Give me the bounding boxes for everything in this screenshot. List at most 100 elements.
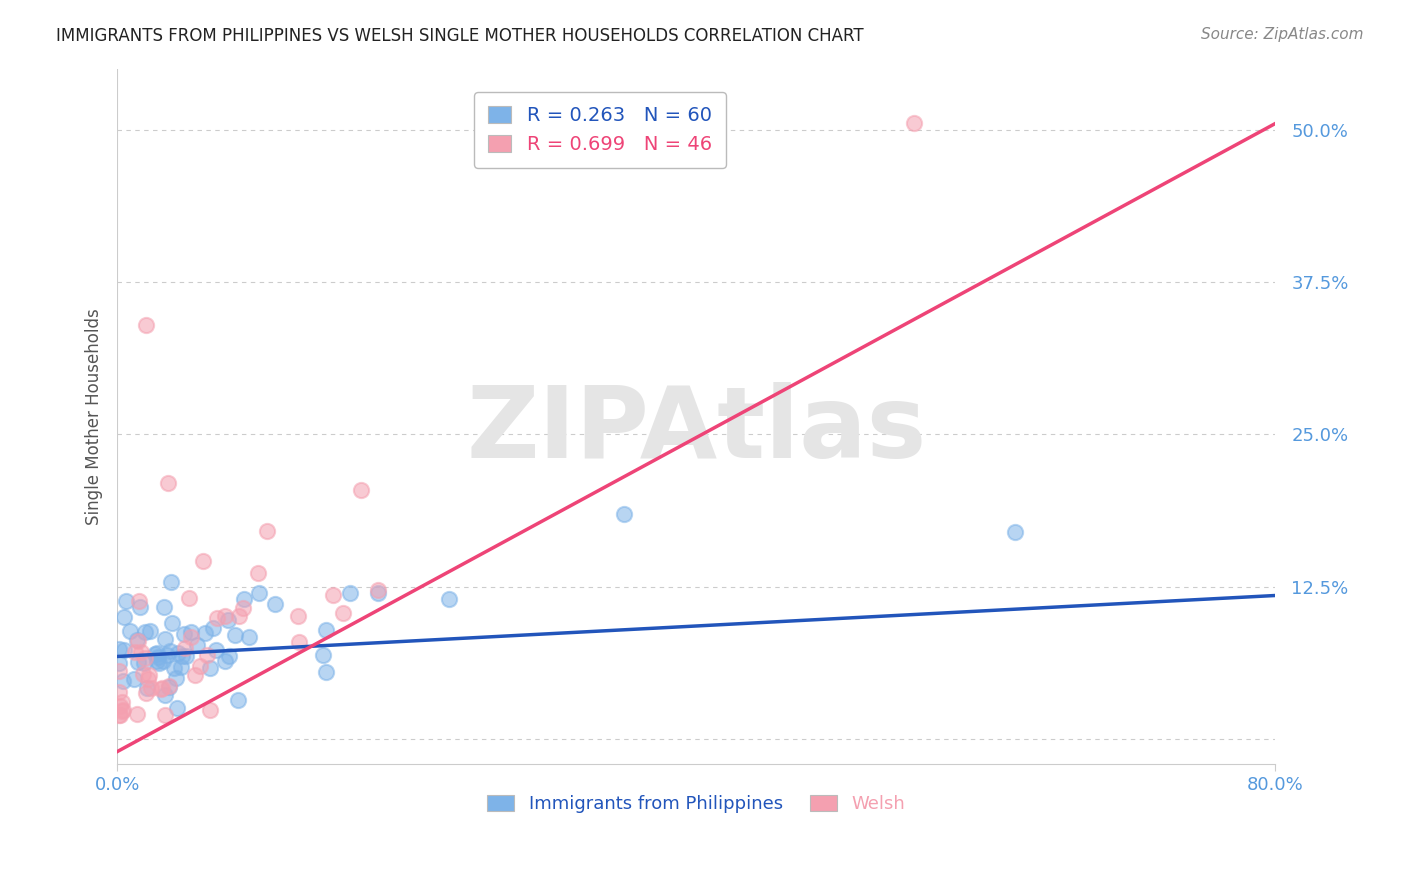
Point: [159, 680, 181, 694]
Point: [180, 625, 202, 640]
Point: [108, 656, 131, 670]
Text: ZIPAtlas: ZIPAtlas: [467, 382, 927, 479]
Point: [114, 594, 136, 608]
Point: [146, 650, 169, 665]
Point: [183, 668, 205, 682]
Point: [148, 656, 170, 670]
Text: IMMIGRANTS FROM PHILIPPINES VS WELSH SINGLE MOTHER HOUSEHOLDS CORRELATION CHART: IMMIGRANTS FROM PHILIPPINES VS WELSH SIN…: [56, 27, 863, 45]
Point: [214, 654, 236, 668]
Point: [138, 668, 160, 682]
Point: [152, 654, 174, 668]
Point: [195, 648, 218, 663]
Point: [139, 624, 162, 639]
Point: [287, 634, 309, 648]
Point: [228, 609, 250, 624]
Point: [166, 646, 188, 660]
Point: [198, 703, 221, 717]
Point: [124, 644, 146, 658]
Point: [107, 664, 129, 678]
Point: [118, 624, 141, 638]
Point: [145, 653, 167, 667]
Point: [129, 645, 152, 659]
Point: [157, 679, 180, 693]
Point: [135, 318, 157, 332]
Point: [205, 643, 228, 657]
Point: [200, 661, 222, 675]
Point: [205, 611, 228, 625]
Point: [233, 591, 256, 606]
Y-axis label: Single Mother Households: Single Mother Households: [86, 308, 103, 524]
Point: [136, 672, 159, 686]
Point: [110, 695, 132, 709]
Point: [162, 661, 184, 675]
Point: [108, 708, 131, 723]
Point: [238, 631, 260, 645]
Point: [135, 681, 157, 696]
Point: [232, 601, 254, 615]
Point: [107, 642, 129, 657]
Point: [143, 647, 166, 661]
Point: [367, 582, 389, 597]
Point: [153, 708, 176, 723]
Point: [165, 671, 187, 685]
Point: [224, 628, 246, 642]
Point: [217, 613, 239, 627]
Point: [127, 634, 149, 648]
Point: [179, 591, 201, 605]
Point: [247, 585, 270, 599]
Point: [149, 681, 172, 696]
Point: [312, 648, 335, 662]
Point: [247, 566, 270, 581]
Point: [174, 648, 197, 663]
Point: [139, 681, 162, 695]
Point: [214, 608, 236, 623]
Point: [264, 597, 287, 611]
Point: [111, 703, 134, 717]
Point: [332, 606, 354, 620]
Legend: Immigrants from Philippines, Welsh: Immigrants from Philippines, Welsh: [477, 784, 917, 824]
Point: [132, 666, 155, 681]
Point: [127, 655, 149, 669]
Point: [107, 685, 129, 699]
Point: [350, 483, 373, 498]
Point: [152, 600, 174, 615]
Point: [124, 672, 146, 686]
Point: [150, 681, 173, 695]
Point: [367, 585, 389, 599]
Point: [111, 704, 134, 718]
Point: [155, 688, 177, 702]
Point: [173, 627, 195, 641]
Point: [170, 648, 193, 663]
Point: [256, 524, 278, 539]
Point: [159, 574, 181, 589]
Point: [1004, 524, 1026, 539]
Point: [134, 657, 156, 671]
Point: [153, 632, 176, 646]
Point: [112, 673, 135, 688]
Point: [339, 585, 361, 599]
Point: [127, 706, 149, 721]
Point: [174, 641, 197, 656]
Point: [194, 626, 217, 640]
Point: [128, 594, 150, 608]
Point: [170, 660, 193, 674]
Point: [188, 659, 211, 673]
Point: [437, 592, 460, 607]
Point: [180, 631, 202, 645]
Point: [107, 708, 129, 723]
Point: [129, 599, 152, 614]
Point: [127, 633, 149, 648]
Point: [134, 650, 156, 665]
Point: [186, 638, 208, 652]
Point: [287, 609, 309, 624]
Point: [218, 648, 240, 663]
Point: [108, 698, 131, 713]
Point: [160, 616, 183, 631]
Point: [166, 701, 188, 715]
Text: Source: ZipAtlas.com: Source: ZipAtlas.com: [1201, 27, 1364, 42]
Point: [156, 648, 179, 662]
Point: [159, 644, 181, 658]
Point: [315, 623, 337, 637]
Point: [112, 610, 135, 624]
Point: [322, 588, 344, 602]
